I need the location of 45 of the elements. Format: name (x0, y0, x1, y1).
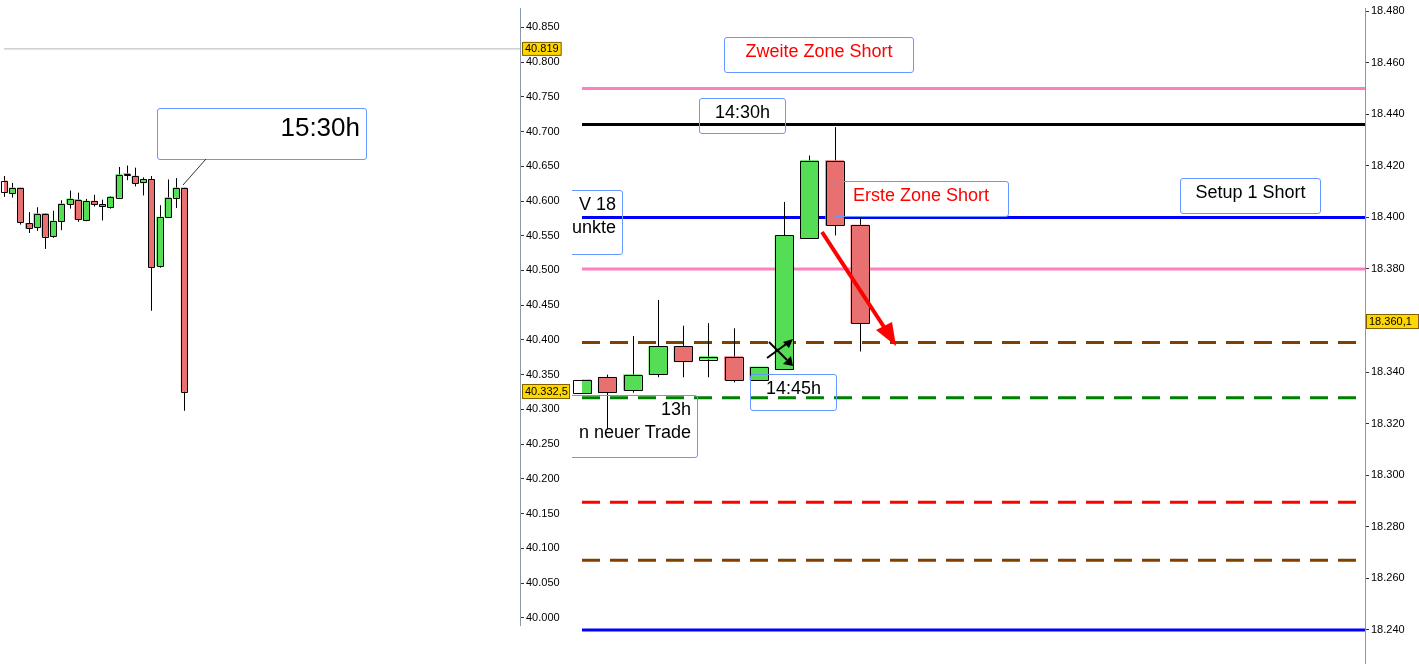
ref-line-label: 40.819 (525, 41, 559, 54)
candlestick (597, 374, 617, 430)
y-tick-label: 40.100 (526, 541, 560, 554)
y-tick-label: 18.380 (1371, 262, 1405, 274)
annotation: 15:30h (157, 108, 367, 160)
annotation: V 18 unkte (571, 193, 617, 239)
y-tick-label: 18.440 (1371, 107, 1405, 120)
y-tick-label: 18.460 (1371, 55, 1405, 68)
y-tick-label: 40.200 (526, 471, 560, 484)
annotation: 14:45h (750, 374, 837, 411)
y-tick-label: 40.450 (526, 298, 560, 311)
y-tick-label: 18.340 (1371, 365, 1405, 378)
y-tick-label: 18.400 (1371, 210, 1405, 223)
y-tick-label: 18.480 (1371, 4, 1405, 17)
y-tick-label: 40.650 (526, 159, 560, 172)
annotation: Setup 1 Short (1180, 178, 1321, 214)
y-tick-label: 40.050 (526, 576, 560, 589)
candlestick (623, 335, 643, 394)
candlestick (724, 327, 744, 383)
y-tick-label: 40.800 (526, 55, 560, 68)
annotation: Erste Zone Short (833, 181, 1009, 217)
annotation: 14:30h (699, 98, 786, 134)
y-tick-label: 40.250 (526, 437, 560, 450)
y-tick-label: 18.280 (1371, 519, 1405, 532)
text: 18.360,1 (1366, 314, 1419, 329)
y-tick-label: 40.850 (526, 20, 560, 33)
y-tick-label: 40.700 (526, 124, 560, 137)
y-tick-label: 40.000 (526, 610, 560, 623)
annotation: Zweite Zone Short (724, 37, 914, 73)
y-tick-label: 40.500 (526, 263, 560, 276)
y-tick-label: 40.550 (526, 228, 560, 241)
y-tick-label: 40.400 (526, 332, 560, 345)
y-tick-label: 40.600 (526, 194, 560, 207)
annotation: 13h n neuer Trade (578, 399, 691, 442)
text: 40.332,5 (522, 384, 570, 399)
y-tick-label: 18.240 (1371, 622, 1405, 635)
candlestick (673, 325, 693, 378)
y-tick-label: 18.300 (1371, 468, 1405, 481)
y-tick-label: 18.260 (1371, 571, 1405, 584)
y-tick-label: 40.300 (526, 402, 560, 415)
y-tick-label: 40.150 (526, 506, 560, 519)
y-tick-label: 18.420 (1371, 158, 1405, 171)
y-tick-label: 40.750 (526, 89, 560, 102)
y-tick-label: 40.350 (526, 367, 560, 380)
y-tick-label: 18.320 (1371, 416, 1405, 429)
